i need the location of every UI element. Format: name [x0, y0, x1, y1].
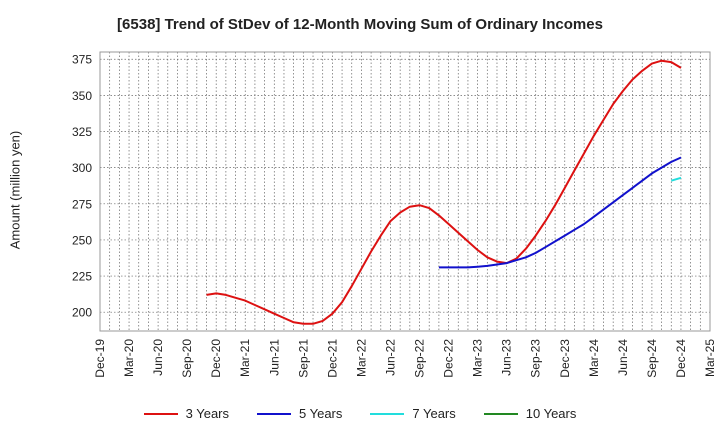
legend-swatch-10-years — [483, 412, 518, 415]
y-tick-label: 375 — [72, 53, 92, 67]
x-tick-label: Dec-23 — [558, 339, 572, 378]
legend-swatch-5-years — [257, 412, 291, 415]
y-tick-label: 350 — [72, 89, 92, 103]
x-tick-label: Jun-21 — [267, 339, 281, 376]
x-tick-label: Mar-20 — [122, 339, 136, 377]
legend-label-10-years: 10 Years — [525, 406, 577, 421]
x-tick-label: Mar-23 — [471, 339, 485, 377]
y-tick-label: 250 — [72, 233, 92, 247]
x-tick-label: Sep-22 — [413, 339, 427, 378]
plot-frame — [99, 51, 711, 332]
x-tick-label: Sep-21 — [296, 339, 310, 378]
legend-item-5-years: 5 Years — [257, 406, 342, 421]
legend-swatch-7-years — [370, 412, 405, 415]
legend-label-5-years: 5 Years — [299, 406, 343, 421]
x-tick-label: Sep-24 — [645, 339, 659, 378]
x-tick-label: Dec-24 — [674, 339, 688, 378]
x-tick-label: Dec-22 — [442, 339, 456, 378]
legend-item-10-years: 10 Years — [483, 406, 577, 421]
y-tick-label: 275 — [72, 197, 92, 211]
y-tick-label: 300 — [72, 161, 92, 175]
x-tick-label: Mar-22 — [354, 339, 368, 377]
series-line-5-years — [438, 156, 682, 269]
x-tick-label: Jun-22 — [383, 339, 397, 376]
x-tick-label: Mar-24 — [587, 339, 601, 377]
x-tick-label: Sep-23 — [529, 339, 543, 378]
chart-legend: 3 Years 5 Years 7 Years 10 Years — [0, 406, 720, 421]
x-tick-label: Dec-20 — [209, 339, 223, 378]
chart-title: [6538] Trend of StDev of 12-Month Moving… — [117, 16, 603, 33]
x-tick-label: Mar-21 — [238, 339, 252, 377]
series-line-7-years — [671, 176, 682, 182]
y-tick-label: 200 — [72, 306, 92, 320]
x-tick-label: Mar-25 — [703, 339, 717, 377]
legend-item-7-years: 7 Years — [370, 406, 456, 421]
x-tick-label: Jun-20 — [151, 339, 165, 376]
legend-label-3-years: 3 Years — [185, 406, 229, 421]
x-tick-label: Sep-20 — [180, 339, 194, 378]
chart-plot-area: 200 225 250 275 300 325 350 375 Dec-19 Mar-20 Jun-… — [72, 51, 717, 378]
legend-item-3-years: 3 Years — [143, 406, 229, 421]
series-line-3-years — [206, 59, 682, 325]
x-tick-label: Jun-23 — [500, 339, 514, 376]
legend-label-7-years: 7 Years — [412, 406, 456, 421]
x-tick-label: Dec-19 — [93, 339, 107, 378]
y-tick-label: 225 — [72, 270, 92, 284]
x-tick-label: Jun-24 — [616, 339, 630, 376]
x-tick-label: Dec-21 — [325, 339, 339, 378]
y-tick-label: 325 — [72, 125, 92, 139]
legend-swatch-3-years — [143, 412, 178, 415]
